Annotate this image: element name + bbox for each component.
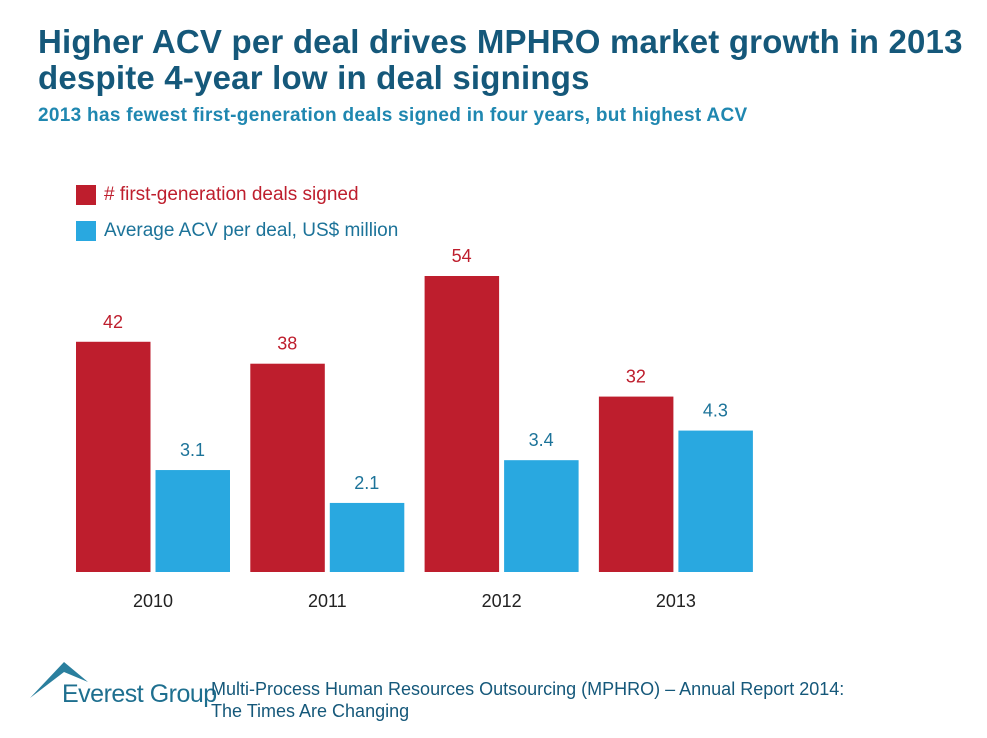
legend-item-deals: # first-generation deals signed — [76, 184, 359, 206]
data-label-acv-2011: 2.1 — [354, 473, 379, 493]
x-tick-label-2012: 2012 — [482, 591, 522, 611]
legend-swatch-deals — [76, 185, 96, 205]
data-label-acv-2012: 3.4 — [529, 430, 554, 450]
data-label-deals-2011: 38 — [277, 334, 297, 354]
data-label-deals-2012: 54 — [452, 246, 472, 266]
bar-deals-2010 — [76, 341, 151, 572]
page-title: Higher ACV per deal drives MPHRO market … — [38, 23, 963, 96]
bar-acv-2013 — [678, 430, 753, 572]
legend-label-deals: # first-generation deals signed — [104, 184, 359, 205]
page-subtitle: 2013 has fewest first-generation deals s… — [38, 105, 748, 126]
logo-text: Everest Group — [62, 680, 217, 708]
bar-acv-2010 — [155, 470, 230, 572]
legend-item-acv: Average ACV per deal, US$ million — [76, 220, 398, 242]
bar-acv-2011 — [329, 502, 405, 572]
legend-label-acv: Average ACV per deal, US$ million — [104, 220, 399, 241]
x-tick-label-2011: 2011 — [308, 591, 347, 611]
mountain-icon — [30, 662, 88, 698]
legend-swatch-acv — [76, 221, 96, 241]
report-title: Multi-Process Human Resources Outsourcin… — [211, 679, 845, 721]
bar-deals-2012 — [424, 276, 500, 572]
x-tick-label-2010: 2010 — [133, 591, 173, 611]
everest-group-logo — [28, 660, 88, 705]
data-label-deals-2010: 42 — [103, 312, 123, 332]
data-label-deals-2013: 32 — [626, 367, 646, 387]
bar-deals-2011 — [250, 363, 325, 572]
x-tick-label-2013: 2013 — [656, 591, 696, 611]
bar-acv-2012 — [504, 460, 579, 572]
data-label-acv-2010: 3.1 — [180, 440, 205, 460]
bar-deals-2013 — [598, 396, 674, 572]
data-label-acv-2013: 4.3 — [703, 401, 728, 421]
